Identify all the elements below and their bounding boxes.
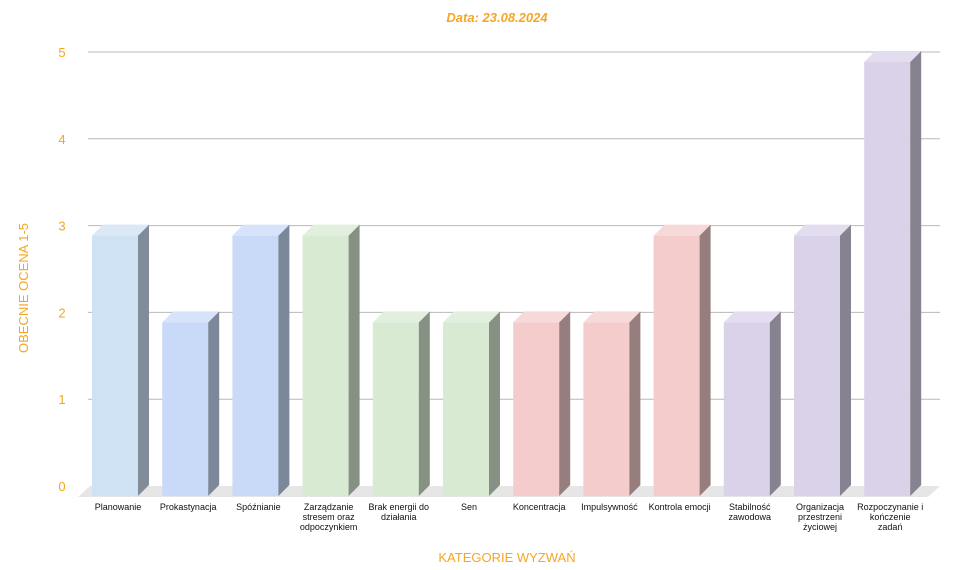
bar	[302, 224, 360, 496]
bar-side	[559, 311, 571, 496]
x-tick-label: Rozpoczynanie i kończenie zadań	[857, 502, 923, 532]
x-tick-label: Planowanie	[95, 502, 142, 512]
x-tick-label-line: przestrzeni	[798, 512, 842, 522]
x-tick-label: Impulsywność	[581, 502, 638, 512]
bar-front	[513, 322, 560, 496]
bar	[162, 311, 220, 496]
bar	[864, 51, 922, 496]
x-tick-label: Organizacja przestrzeni życiowej	[796, 502, 844, 532]
x-tick-label-line: Impulsywność	[581, 502, 638, 512]
x-axis-title: KATEGORIE WYZWAŃ	[438, 550, 575, 565]
bar-top	[302, 224, 360, 236]
bar-front	[92, 235, 138, 496]
x-tick-label: Koncentracja	[513, 502, 566, 512]
bar-side	[629, 311, 641, 496]
bar	[583, 311, 641, 496]
bar-top	[162, 311, 220, 323]
bar-front	[794, 235, 840, 496]
x-tick-label-line: Sen	[461, 502, 477, 512]
bar-top	[583, 311, 641, 323]
x-tick-label-line: zawodowa	[729, 512, 772, 522]
bar-top	[864, 51, 922, 62]
x-tick-label-line: Organizacja	[796, 502, 844, 512]
bar-top	[92, 224, 149, 236]
bar-front	[723, 322, 770, 496]
y-tick-label: 3	[58, 219, 65, 234]
x-tick-label-line: stresem oraz	[303, 512, 356, 522]
bar	[443, 311, 500, 496]
bar-top	[443, 311, 500, 323]
bar	[372, 311, 430, 496]
bar-side	[278, 224, 290, 496]
bar	[232, 224, 290, 496]
bar-front	[162, 322, 209, 496]
bar-top	[372, 311, 430, 323]
bar-side	[840, 224, 851, 496]
x-tick-label-line: Prokastynacja	[160, 502, 217, 512]
x-tick-label-line: Planowanie	[95, 502, 142, 512]
x-tick-label-line: odpoczynkiem	[300, 522, 358, 532]
x-tick-label: Stabilność zawodowa	[729, 502, 772, 522]
bar-front	[583, 322, 630, 496]
bars	[92, 51, 922, 496]
bar-front	[864, 62, 911, 496]
y-tick-label: 1	[58, 392, 65, 407]
x-axis-labels: Planowanie Prokastynacja Spóźnianie Zarządz…	[95, 502, 923, 532]
x-tick-label-line: Spóźnianie	[236, 502, 281, 512]
x-tick-label: Prokastynacja	[160, 502, 217, 512]
bar-top	[513, 311, 571, 323]
x-tick-label-line: Rozpoczynanie i	[857, 502, 923, 512]
bar-side	[769, 311, 781, 496]
bar-side	[489, 311, 500, 496]
x-tick-label-line: Zarządzanie	[304, 502, 354, 512]
x-tick-label: Spóźnianie	[236, 502, 281, 512]
x-tick-label-line: Koncentracja	[513, 502, 566, 512]
bar-top	[723, 311, 781, 323]
bar	[794, 224, 851, 496]
x-tick-label: Zarządzanie stresem oraz odpoczynkiem	[300, 502, 358, 532]
bar-side	[418, 311, 430, 496]
bar-top	[653, 224, 711, 236]
chart-title: Data: 23.08.2024	[446, 10, 548, 25]
bar-top	[232, 224, 290, 236]
bar	[723, 311, 781, 496]
y-axis-ticks: 0 1 2 3 4 5	[58, 45, 65, 494]
bar-side	[910, 51, 922, 496]
bar	[653, 224, 711, 496]
x-tick-label-line: Kontrola emocji	[649, 502, 711, 512]
y-axis-title: OBECNIE OCENA 1-5	[16, 223, 31, 353]
bar-side	[699, 224, 711, 496]
y-tick-label: 0	[58, 479, 65, 494]
y-tick-label: 2	[58, 305, 65, 320]
y-tick-label: 4	[58, 132, 65, 147]
y-tick-label: 5	[58, 45, 65, 60]
bar-side	[348, 224, 360, 496]
x-tick-label: Brak energii do działania	[369, 502, 430, 522]
x-tick-label-line: Brak energii do	[369, 502, 430, 512]
bar-front	[372, 322, 419, 496]
x-tick-label-line: Stabilność	[729, 502, 771, 512]
bar-side	[138, 224, 149, 496]
bar-top	[794, 224, 851, 236]
x-tick-label-line: działania	[381, 512, 417, 522]
x-tick-label-line: zadań	[878, 522, 903, 532]
x-tick-label-line: kończenie	[870, 512, 911, 522]
bar	[92, 224, 149, 496]
bar-front	[653, 235, 700, 496]
x-tick-label: Kontrola emocji	[649, 502, 711, 512]
x-tick-label: Sen	[461, 502, 477, 512]
x-tick-label-line: życiowej	[803, 522, 837, 532]
bar-front	[443, 322, 489, 496]
bar	[513, 311, 571, 496]
bar-front	[232, 235, 279, 496]
bar-side	[208, 311, 220, 496]
bar-front	[302, 235, 349, 496]
